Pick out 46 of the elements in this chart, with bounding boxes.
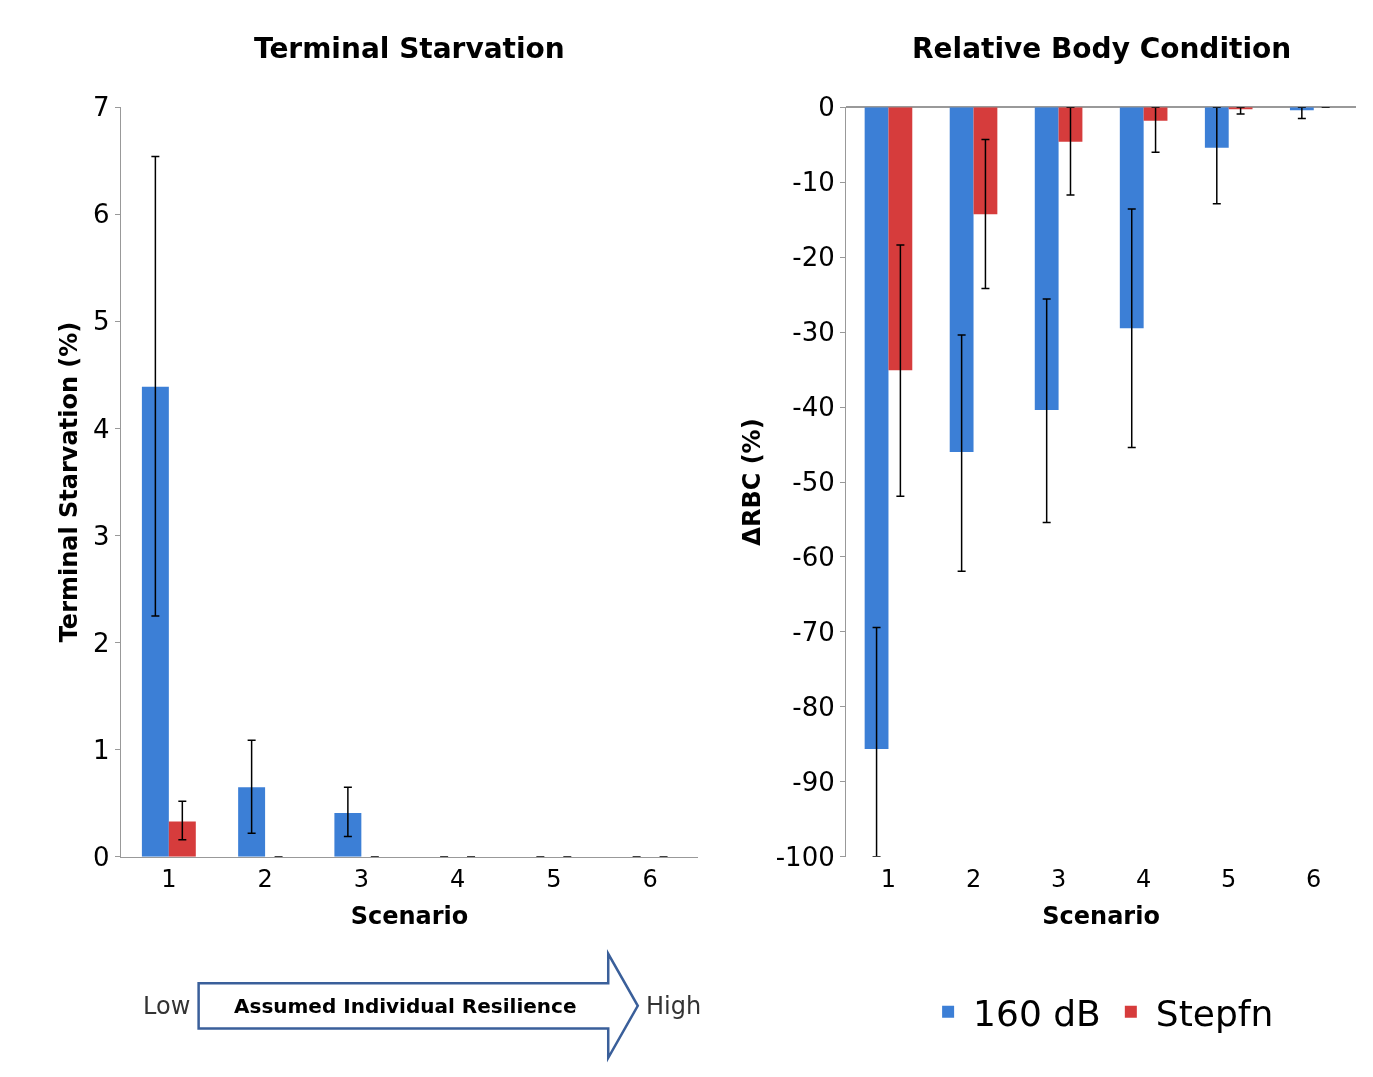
y-tick-label: 4 xyxy=(92,413,110,444)
y-tick-label: -30 xyxy=(792,317,835,348)
x-tick-label: 4 xyxy=(449,864,466,893)
y-axis-title: ΔRBC (%) xyxy=(737,418,766,546)
y-axis-title: Terminal Starvation (%) xyxy=(55,321,84,643)
x-tick-label: 5 xyxy=(1221,864,1237,893)
y-tick-label: -20 xyxy=(792,242,835,273)
text: High xyxy=(646,992,702,1020)
x-tick-label: 5 xyxy=(546,864,562,893)
y-tick-label: -90 xyxy=(792,767,835,797)
y-tick-label: -10 xyxy=(792,167,835,198)
x-axis-title: Scenario xyxy=(350,901,469,930)
text: Assumed Individual Resilience xyxy=(234,994,577,1018)
x-tick-label: 2 xyxy=(965,864,982,893)
bar xyxy=(238,787,266,857)
x-tick-label: 1 xyxy=(161,864,177,893)
bar xyxy=(141,386,169,857)
y-tick-label: 6 xyxy=(92,199,110,230)
legend-label: 160 dB xyxy=(973,992,1101,1034)
y-tick-label: -50 xyxy=(792,467,835,498)
bar xyxy=(168,821,196,857)
text: Low xyxy=(143,992,191,1020)
y-tick-label: -40 xyxy=(792,392,835,423)
chart-title: Terminal Starvation xyxy=(254,32,565,65)
y-tick-label: 7 xyxy=(92,92,110,123)
legend-label: Stepfn xyxy=(1155,992,1274,1034)
x-axis-title: Scenario xyxy=(1042,901,1160,930)
y-tick-label: -60 xyxy=(792,542,835,573)
y-tick-label: -100 xyxy=(775,841,835,872)
x-tick-label: 6 xyxy=(642,864,658,893)
y-tick-label: 0 xyxy=(92,841,110,872)
y-tick-label: 1 xyxy=(92,734,110,765)
x-tick-label: 2 xyxy=(257,864,273,893)
x-tick-label: 3 xyxy=(353,864,369,893)
bar xyxy=(334,812,362,857)
x-tick-label: 6 xyxy=(1306,864,1322,893)
y-tick-label: 5 xyxy=(92,306,110,337)
y-tick-label: -70 xyxy=(792,617,835,648)
y-tick-label: 0 xyxy=(818,92,835,123)
x-tick-label: 3 xyxy=(1050,864,1067,893)
x-tick-label: 4 xyxy=(1136,864,1152,893)
y-tick-label: 3 xyxy=(92,520,110,551)
x-tick-label: 1 xyxy=(880,864,897,893)
y-tick-label: -80 xyxy=(792,692,835,723)
y-tick-label: 2 xyxy=(92,627,110,658)
chart-title: Relative Body Condition xyxy=(912,32,1292,65)
